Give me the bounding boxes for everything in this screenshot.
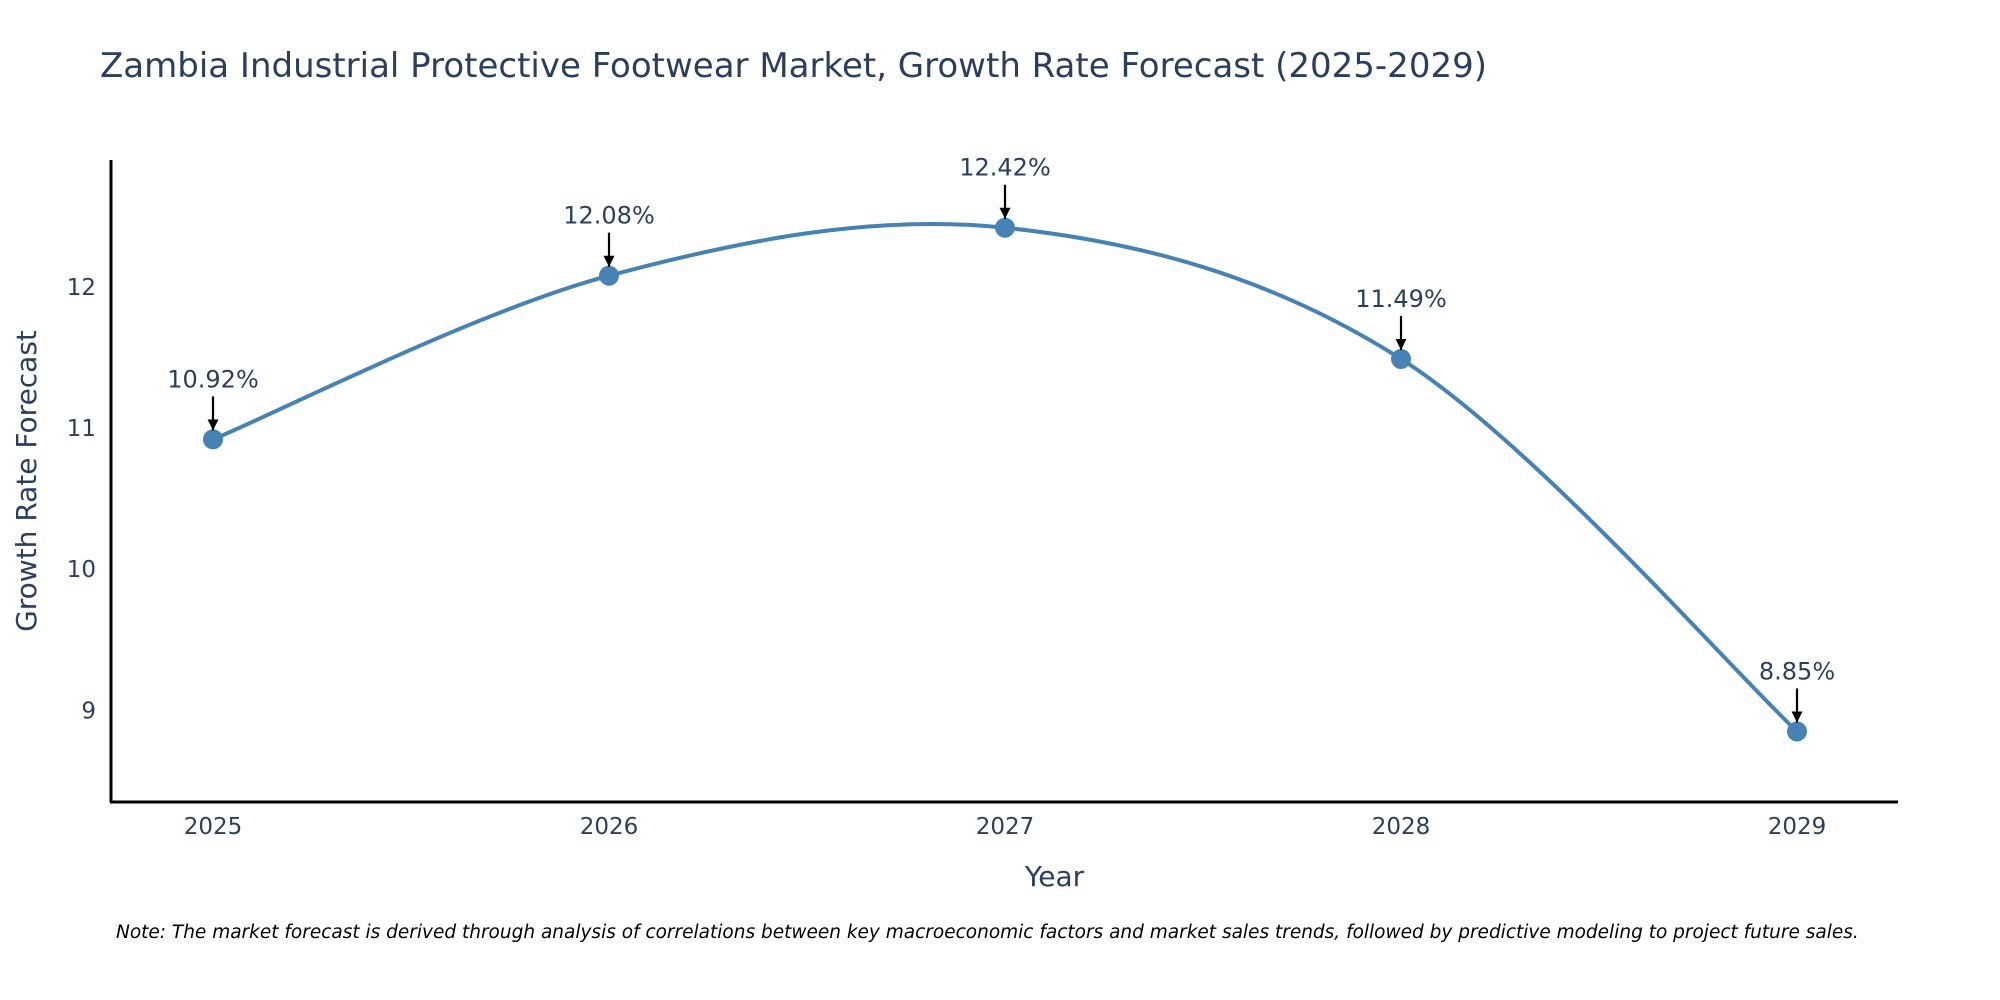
annotation-layer: 10.92% 12.08% 12.42% 11.49% 8.85% (167, 154, 1835, 723)
series-line (212, 221, 1799, 733)
y-tick-label: 9 (81, 698, 96, 724)
x-tick-label: 2027 (976, 814, 1035, 840)
x-axis-ticks: 2025 2026 2027 2028 2029 (184, 814, 1827, 840)
series-layer (203, 217, 1807, 742)
y-axis-ticks: 9 10 11 12 (67, 275, 96, 724)
data-label: 12.42% (959, 154, 1051, 182)
data-point (599, 265, 619, 286)
y-tick-label: 11 (67, 416, 96, 442)
x-tick-label: 2025 (184, 814, 243, 840)
data-label: 8.85% (1759, 657, 1835, 685)
x-tick-label: 2028 (1372, 814, 1431, 840)
y-axis-title: Growth Rate Forecast (10, 330, 43, 632)
data-label: 10.92% (167, 365, 259, 393)
data-label: 12.08% (563, 202, 655, 230)
data-point (1391, 348, 1411, 369)
y-tick-label: 12 (67, 275, 96, 301)
chart-title: Zambia Industrial Protective Footwear Ma… (100, 46, 1487, 86)
x-tick-label: 2026 (580, 814, 639, 840)
data-point (995, 217, 1015, 238)
data-point (203, 429, 223, 450)
x-axis-title: Year (1024, 860, 1085, 893)
y-tick-label: 10 (67, 557, 96, 583)
data-label: 11.49% (1355, 285, 1447, 313)
axes (109, 160, 1898, 804)
footnote: Note: The market forecast is derived thr… (116, 922, 1859, 943)
data-point (1787, 721, 1807, 742)
x-tick-label: 2029 (1768, 814, 1827, 840)
